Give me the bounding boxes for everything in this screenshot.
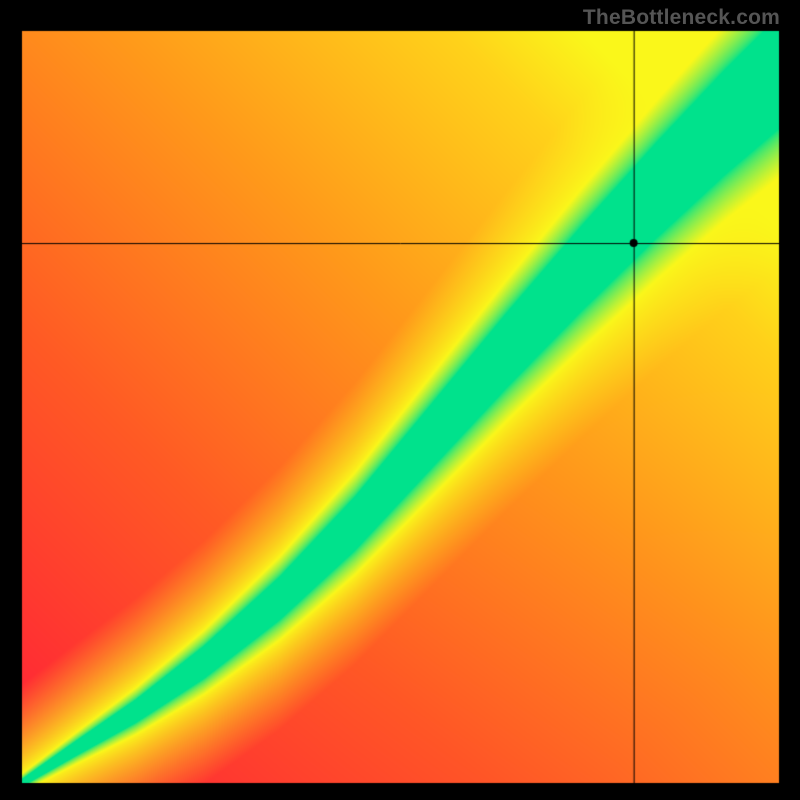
watermark-text: TheBottleneck.com xyxy=(583,6,780,30)
chart-container: TheBottleneck.com xyxy=(0,0,800,800)
heatmap-canvas xyxy=(0,0,800,800)
